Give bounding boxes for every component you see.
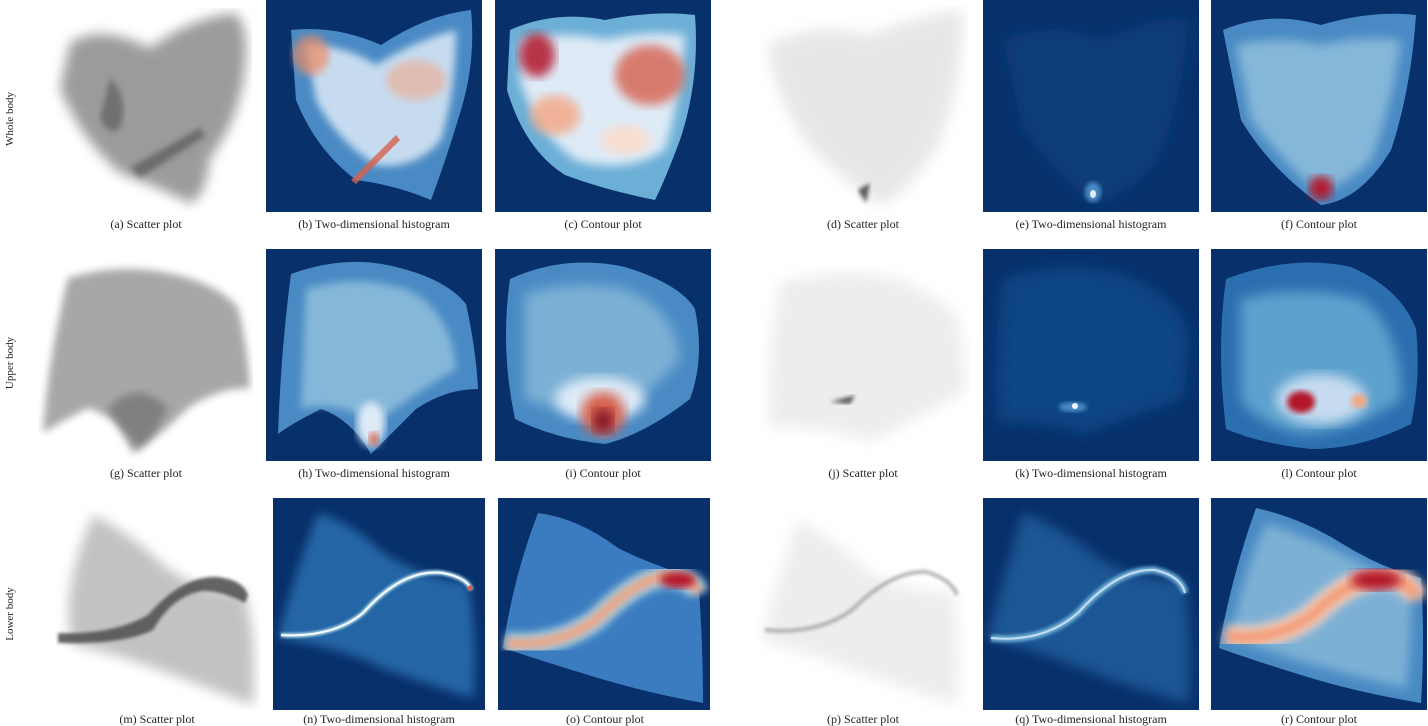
row-label-lower-body: Lower body <box>4 587 16 641</box>
contour-plot-r <box>1211 498 1427 710</box>
histogram-q <box>983 498 1199 710</box>
histogram-e <box>983 0 1199 212</box>
histogram-h <box>266 249 482 461</box>
caption-k: (k) Two-dimensional histogram <box>1015 466 1167 480</box>
scatter-plot-p <box>757 510 967 710</box>
caption-r: (r) Contour plot <box>1281 712 1357 726</box>
scatter-plot-m <box>53 505 260 710</box>
caption-b: (b) Two-dimensional histogram <box>298 217 450 231</box>
histogram-n <box>273 498 485 710</box>
contour-plot-o <box>498 498 710 710</box>
scatter-plot-g <box>38 258 253 460</box>
caption-o: (o) Contour plot <box>566 712 644 726</box>
caption-j: (j) Scatter plot <box>828 466 898 480</box>
caption-p: (p) Scatter plot <box>827 712 899 726</box>
caption-l: (l) Contour plot <box>1281 466 1357 480</box>
histogram-k <box>983 249 1199 461</box>
caption-m: (m) Scatter plot <box>119 712 195 726</box>
caption-c: (c) Contour plot <box>564 217 642 231</box>
caption-q: (q) Two-dimensional histogram <box>1015 712 1167 726</box>
caption-i: (i) Contour plot <box>565 466 641 480</box>
contour-plot-f <box>1211 0 1427 212</box>
caption-f: (f) Contour plot <box>1281 217 1357 231</box>
caption-d: (d) Scatter plot <box>827 217 899 231</box>
contour-plot-c <box>495 0 711 212</box>
histogram-b <box>266 0 482 212</box>
row-label-whole-body: Whole body <box>4 91 16 147</box>
caption-a: (a) Scatter plot <box>110 217 182 231</box>
contour-plot-i <box>495 249 711 461</box>
scatter-plot-d <box>758 5 968 212</box>
row-label-upper-body: Upper body <box>4 336 16 390</box>
caption-g: (g) Scatter plot <box>110 466 182 480</box>
scatter-plot-a <box>40 8 252 212</box>
caption-h: (h) Two-dimensional histogram <box>298 466 450 480</box>
scatter-plot-j <box>760 262 970 460</box>
caption-n: (n) Two-dimensional histogram <box>303 712 455 726</box>
caption-e: (e) Two-dimensional histogram <box>1015 217 1167 231</box>
contour-plot-l <box>1211 249 1427 461</box>
